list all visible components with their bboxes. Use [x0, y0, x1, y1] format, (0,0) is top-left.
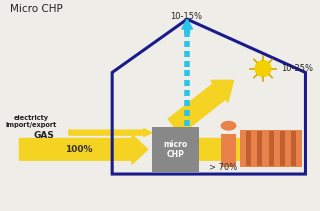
Bar	[221, 134, 236, 167]
Bar	[268, 131, 274, 166]
Text: electricty
import/export: electricty import/export	[6, 115, 57, 128]
Bar	[152, 127, 199, 172]
Circle shape	[255, 61, 271, 76]
FancyArrow shape	[199, 135, 288, 164]
Bar	[280, 131, 285, 166]
Text: Micro CHP: Micro CHP	[10, 4, 62, 14]
Text: 100%: 100%	[65, 145, 92, 154]
Bar	[240, 130, 302, 167]
FancyArrow shape	[182, 19, 193, 33]
Text: micro
CHP: micro CHP	[163, 140, 188, 159]
Bar	[257, 131, 262, 166]
Text: > 70%: > 70%	[210, 163, 238, 172]
Bar	[291, 131, 296, 166]
FancyArrow shape	[20, 135, 148, 164]
Ellipse shape	[221, 121, 236, 131]
Bar	[246, 131, 251, 166]
FancyArrow shape	[69, 129, 152, 137]
Text: GAS: GAS	[33, 131, 54, 140]
Text: 10-15%: 10-15%	[170, 12, 202, 21]
Text: 10-25%: 10-25%	[281, 64, 313, 73]
FancyArrow shape	[168, 80, 234, 134]
